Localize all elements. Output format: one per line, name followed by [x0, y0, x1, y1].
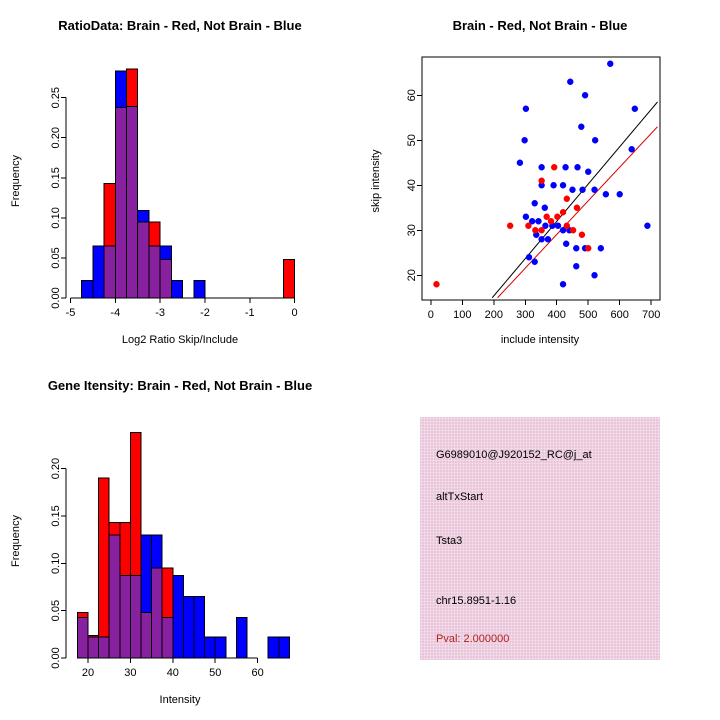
intensity-scatter-title: Brain - Red, Not Brain - Blue	[452, 18, 628, 33]
ratio-histogram-xlabel: Log2 Ratio Skip/Include	[121, 334, 239, 346]
intensity-scatter-panel: 0 100 200 300 400 500 600 700 20 30 40 50 60 Brain -…	[360, 0, 720, 360]
svg-text:400: 400	[548, 309, 566, 321]
svg-text:0.00: 0.00	[50, 647, 62, 668]
gene-intensity-histogram-panel: 20 30 40 50 60 0.00 0.05 0.10 0.15 0.20 Gene Iten…	[0, 360, 360, 720]
svg-text:0.20: 0.20	[50, 127, 62, 148]
gene-intensity-histogram-xlabel: Intensity	[159, 694, 201, 706]
svg-text:-1: -1	[245, 307, 255, 319]
svg-text:20: 20	[406, 269, 418, 281]
svg-text:500: 500	[579, 309, 597, 321]
svg-text:0.15: 0.15	[50, 505, 62, 526]
splice-event-type-text: altTxStart	[436, 491, 484, 503]
svg-text:-3: -3	[155, 307, 165, 319]
svg-text:60: 60	[251, 667, 263, 679]
svg-text:0.10: 0.10	[50, 553, 62, 574]
svg-text:0.05: 0.05	[50, 247, 62, 268]
svg-text:-2: -2	[200, 307, 210, 319]
svg-text:0: 0	[292, 307, 298, 319]
intensity-scatter-plot: 0 100 200 300 400 500 600 700 20 30 40 50 60	[406, 56, 661, 321]
ratio-histogram-ylabel: Frequency	[10, 155, 22, 207]
svg-text:300: 300	[516, 309, 534, 321]
gene-symbol-text: Tsta3	[436, 535, 463, 547]
svg-text:0.20: 0.20	[50, 458, 62, 479]
ratio-histogram-plot: -5 -4 -3 -2 -1 0 0.00 0.05 0.10 0.15 0.20 0.25	[50, 68, 298, 319]
ratio-histogram-title: RatioData: Brain - Red, Not Brain - Blue	[58, 18, 302, 33]
svg-text:20: 20	[82, 667, 94, 679]
svg-text:100: 100	[453, 309, 471, 321]
svg-text:0.10: 0.10	[50, 207, 62, 228]
svg-text:0.05: 0.05	[50, 600, 62, 621]
genomic-location-text: chr15.8951-1.16	[436, 595, 517, 607]
svg-text:60: 60	[406, 89, 418, 101]
gene-info-panel: G6989010@J920152_RC@j_at altTxStart Tsta…	[360, 360, 720, 720]
probe-id-text: G6989010@J920152_RC@j_at	[436, 449, 592, 461]
pval-text: Pval: 2.000000	[436, 633, 510, 645]
svg-text:0: 0	[428, 309, 434, 321]
gene-intensity-histogram-title: Gene Itensity: Brain - Red, Not Brain - …	[47, 378, 313, 393]
svg-text:0.00: 0.00	[50, 287, 62, 308]
svg-text:30: 30	[124, 667, 136, 679]
svg-text:40: 40	[406, 179, 418, 191]
svg-text:200: 200	[485, 309, 503, 321]
svg-text:0.25: 0.25	[50, 87, 62, 108]
ratio-histogram-panel: -5 -4 -3 -2 -1 0 0.00 0.05 0.10 0.15 0.20 0.25 Rati…	[0, 0, 360, 360]
intensity-scatter-xlabel: include intensity	[500, 334, 580, 346]
svg-text:40: 40	[167, 667, 179, 679]
gene-info-box: G6989010@J920152_RC@j_at altTxStart Tsta…	[420, 417, 660, 660]
intensity-scatter-ylabel: skip intensity	[370, 149, 382, 213]
gene-intensity-histogram-plot: 20 30 40 50 60 0.00 0.05 0.10 0.15 0.20	[50, 432, 290, 679]
gene-intensity-histogram-ylabel: Frequency	[10, 515, 22, 567]
svg-text:-5: -5	[66, 307, 76, 319]
svg-text:50: 50	[406, 134, 418, 146]
svg-text:700: 700	[642, 309, 660, 321]
svg-text:50: 50	[209, 667, 221, 679]
svg-text:30: 30	[406, 224, 418, 236]
svg-text:-4: -4	[110, 307, 120, 319]
svg-text:600: 600	[611, 309, 629, 321]
svg-text:0.15: 0.15	[50, 167, 62, 188]
